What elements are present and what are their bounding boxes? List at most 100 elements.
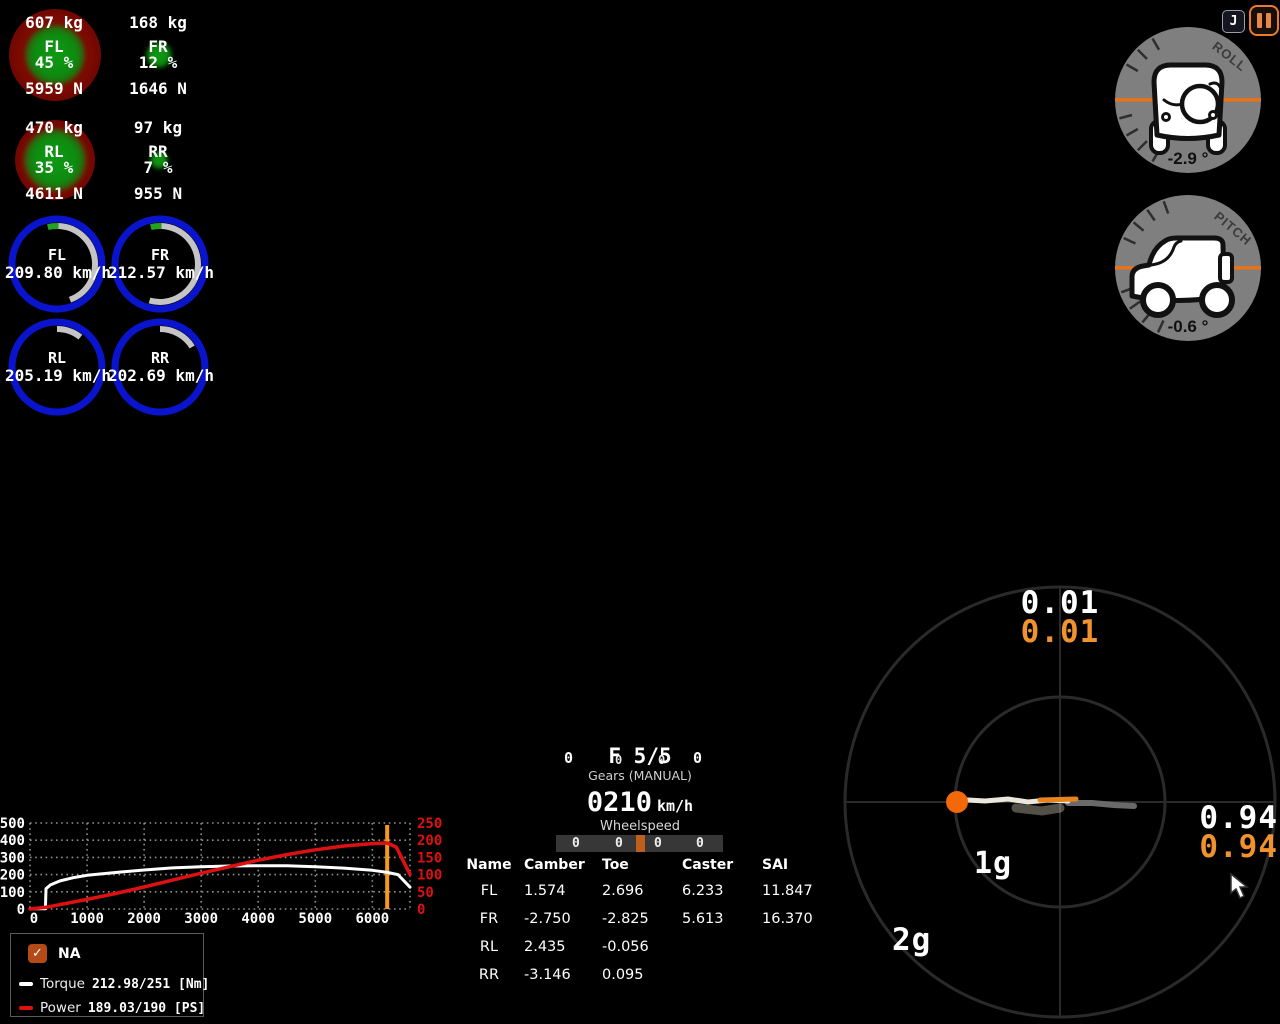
svg-text:0: 0	[17, 902, 25, 918]
wheelspeed-gauge-rl: RL 205.19 km/h	[5, 318, 111, 422]
svg-text:100: 100	[417, 868, 442, 884]
table-cell: RR	[478, 967, 500, 983]
column-header: Toe	[602, 857, 629, 873]
power-value: 189.03/190 [PS]	[87, 1000, 206, 1016]
wheelspeed-gauge-fl: FL 209.80 km/h	[5, 215, 111, 319]
svg-text:3000: 3000	[184, 911, 218, 927]
tire-load-rl: 470 kg RL 35 % 4611 N	[2, 113, 106, 217]
longitudinal-g-peak: 0.01	[1020, 614, 1100, 650]
wheelspeed-gauge-rr: RR 202.69 km/h	[108, 318, 214, 422]
power-swatch-icon	[19, 1006, 33, 1010]
tire-label: RR	[148, 142, 168, 161]
table-cell: -2.750	[524, 911, 571, 927]
svg-text:400: 400	[0, 833, 25, 849]
na-checkbox-label: NA	[58, 945, 81, 962]
tire-force: 1646 N	[129, 79, 187, 98]
car-side-icon	[1129, 235, 1235, 318]
tire-percent: 12 %	[138, 53, 178, 72]
table-cell: 5.613	[682, 911, 724, 927]
alignment-table: Name Camber Toe Caster SAI FL 1.574 2.69…	[458, 857, 828, 995]
wheelspeed-ring	[111, 215, 209, 313]
clock-button[interactable]: J	[1222, 10, 1245, 33]
table-cell: -0.056	[602, 939, 649, 955]
pitch-gauge: PITCH -0.6 °	[1113, 193, 1263, 343]
gear-flag-outer-left: 0	[564, 749, 574, 767]
tire-label: FR	[148, 37, 168, 56]
svg-text:200: 200	[0, 868, 25, 884]
ring-label-1g: 1g	[974, 846, 1013, 881]
speed-value: 0210	[586, 787, 652, 818]
ring-label-2g: 2g	[892, 922, 932, 958]
wheel-label: FL	[47, 246, 67, 264]
wheel-label: RL	[47, 349, 67, 367]
wheel-speed-value: 205.19 km/h	[5, 366, 111, 385]
wheelspeed-gauge-fr: FR 212.57 km/h	[108, 215, 214, 319]
tire-weight: 470 kg	[25, 118, 83, 137]
svg-text:150: 150	[417, 850, 442, 866]
lateral-g-current: 0.94	[1199, 800, 1278, 836]
table-cell	[758, 939, 828, 967]
lateral-g-peak: 0.94	[1199, 829, 1278, 865]
gear-flag-inner-right: 0	[658, 753, 666, 767]
pitch-value: -0.6 °	[1167, 317, 1209, 336]
pitch-gauge-face	[1115, 195, 1261, 341]
table-cell: 1.574	[524, 883, 566, 899]
table-cell: RL	[479, 939, 499, 955]
gear-flag-inner-left: 0	[615, 753, 623, 767]
longitudinal-g-current: 0.01	[1020, 585, 1100, 621]
wheel-label: FR	[150, 246, 170, 264]
wheel-speed-value: 202.69 km/h	[108, 366, 214, 385]
tire-load-rr: 97 kg RR 7 % 955 N	[106, 113, 210, 217]
slip-value: 0	[572, 836, 580, 851]
table-cell: 0.095	[602, 967, 644, 983]
pause-icon	[1257, 13, 1262, 28]
tire-label: FL	[44, 37, 64, 56]
torque-swatch-icon	[19, 982, 33, 986]
slip-value: 0	[654, 836, 662, 851]
tire-percent: 7 %	[143, 158, 173, 177]
svg-text:100: 100	[0, 885, 25, 901]
svg-text:5000: 5000	[298, 911, 332, 927]
torque-label: Torque	[40, 976, 85, 992]
column-header: Name	[466, 857, 512, 873]
gear-flag-outer-right: 0	[693, 749, 703, 767]
table-cell: 6.233	[682, 883, 724, 899]
table-cell: 2.435	[524, 939, 566, 955]
na-checkbox[interactable]: ✓	[28, 944, 47, 963]
svg-text:2000: 2000	[127, 911, 161, 927]
table-cell: -2.825	[602, 911, 649, 927]
wheel-label: RR	[150, 349, 170, 367]
roll-value: -2.9 °	[1167, 149, 1209, 168]
svg-text:0: 0	[417, 902, 425, 918]
roll-gauge-face	[1115, 27, 1261, 173]
g-force-meter	[843, 585, 1277, 1019]
table-cell: FL	[480, 883, 498, 899]
pause-button[interactable]	[1249, 5, 1279, 36]
tire-force: 4611 N	[25, 184, 83, 203]
wheel-speed-value: 212.57 km/h	[108, 263, 214, 282]
tire-force: 955 N	[133, 184, 183, 203]
roll-gauge: ROLL -2.9 °	[1113, 25, 1263, 175]
table-cell: 16.370	[762, 911, 813, 927]
table-cell	[678, 967, 758, 995]
column-header: Camber	[524, 857, 585, 873]
svg-text:200: 200	[417, 833, 442, 849]
tire-weight: 607 kg	[25, 13, 83, 32]
clock-icon: J	[1229, 14, 1238, 29]
table-cell: 2.696	[602, 883, 644, 899]
svg-text:6000: 6000	[355, 911, 389, 927]
legend-torque-row: Torque 212.98/251 [Nm]	[19, 976, 209, 992]
power-label: Power	[40, 1000, 81, 1016]
svg-text:0: 0	[30, 911, 38, 927]
table-cell	[758, 967, 828, 995]
tire-load-fl: 607 kg FL 45 % 5959 N	[2, 8, 106, 112]
tire-weight: 97 kg	[133, 118, 183, 137]
tire-weight: 168 kg	[129, 13, 187, 32]
svg-text:4000: 4000	[241, 911, 275, 927]
svg-text:300: 300	[0, 850, 25, 866]
wheelspeed-ring	[8, 318, 106, 416]
current-gear: F 5/5	[608, 744, 672, 768]
tire-load-fr: 168 kg FR 12 % 1646 N	[106, 8, 210, 112]
gears-caption: Gears (MANUAL)	[588, 768, 692, 783]
tire-percent: 35 %	[34, 158, 74, 177]
